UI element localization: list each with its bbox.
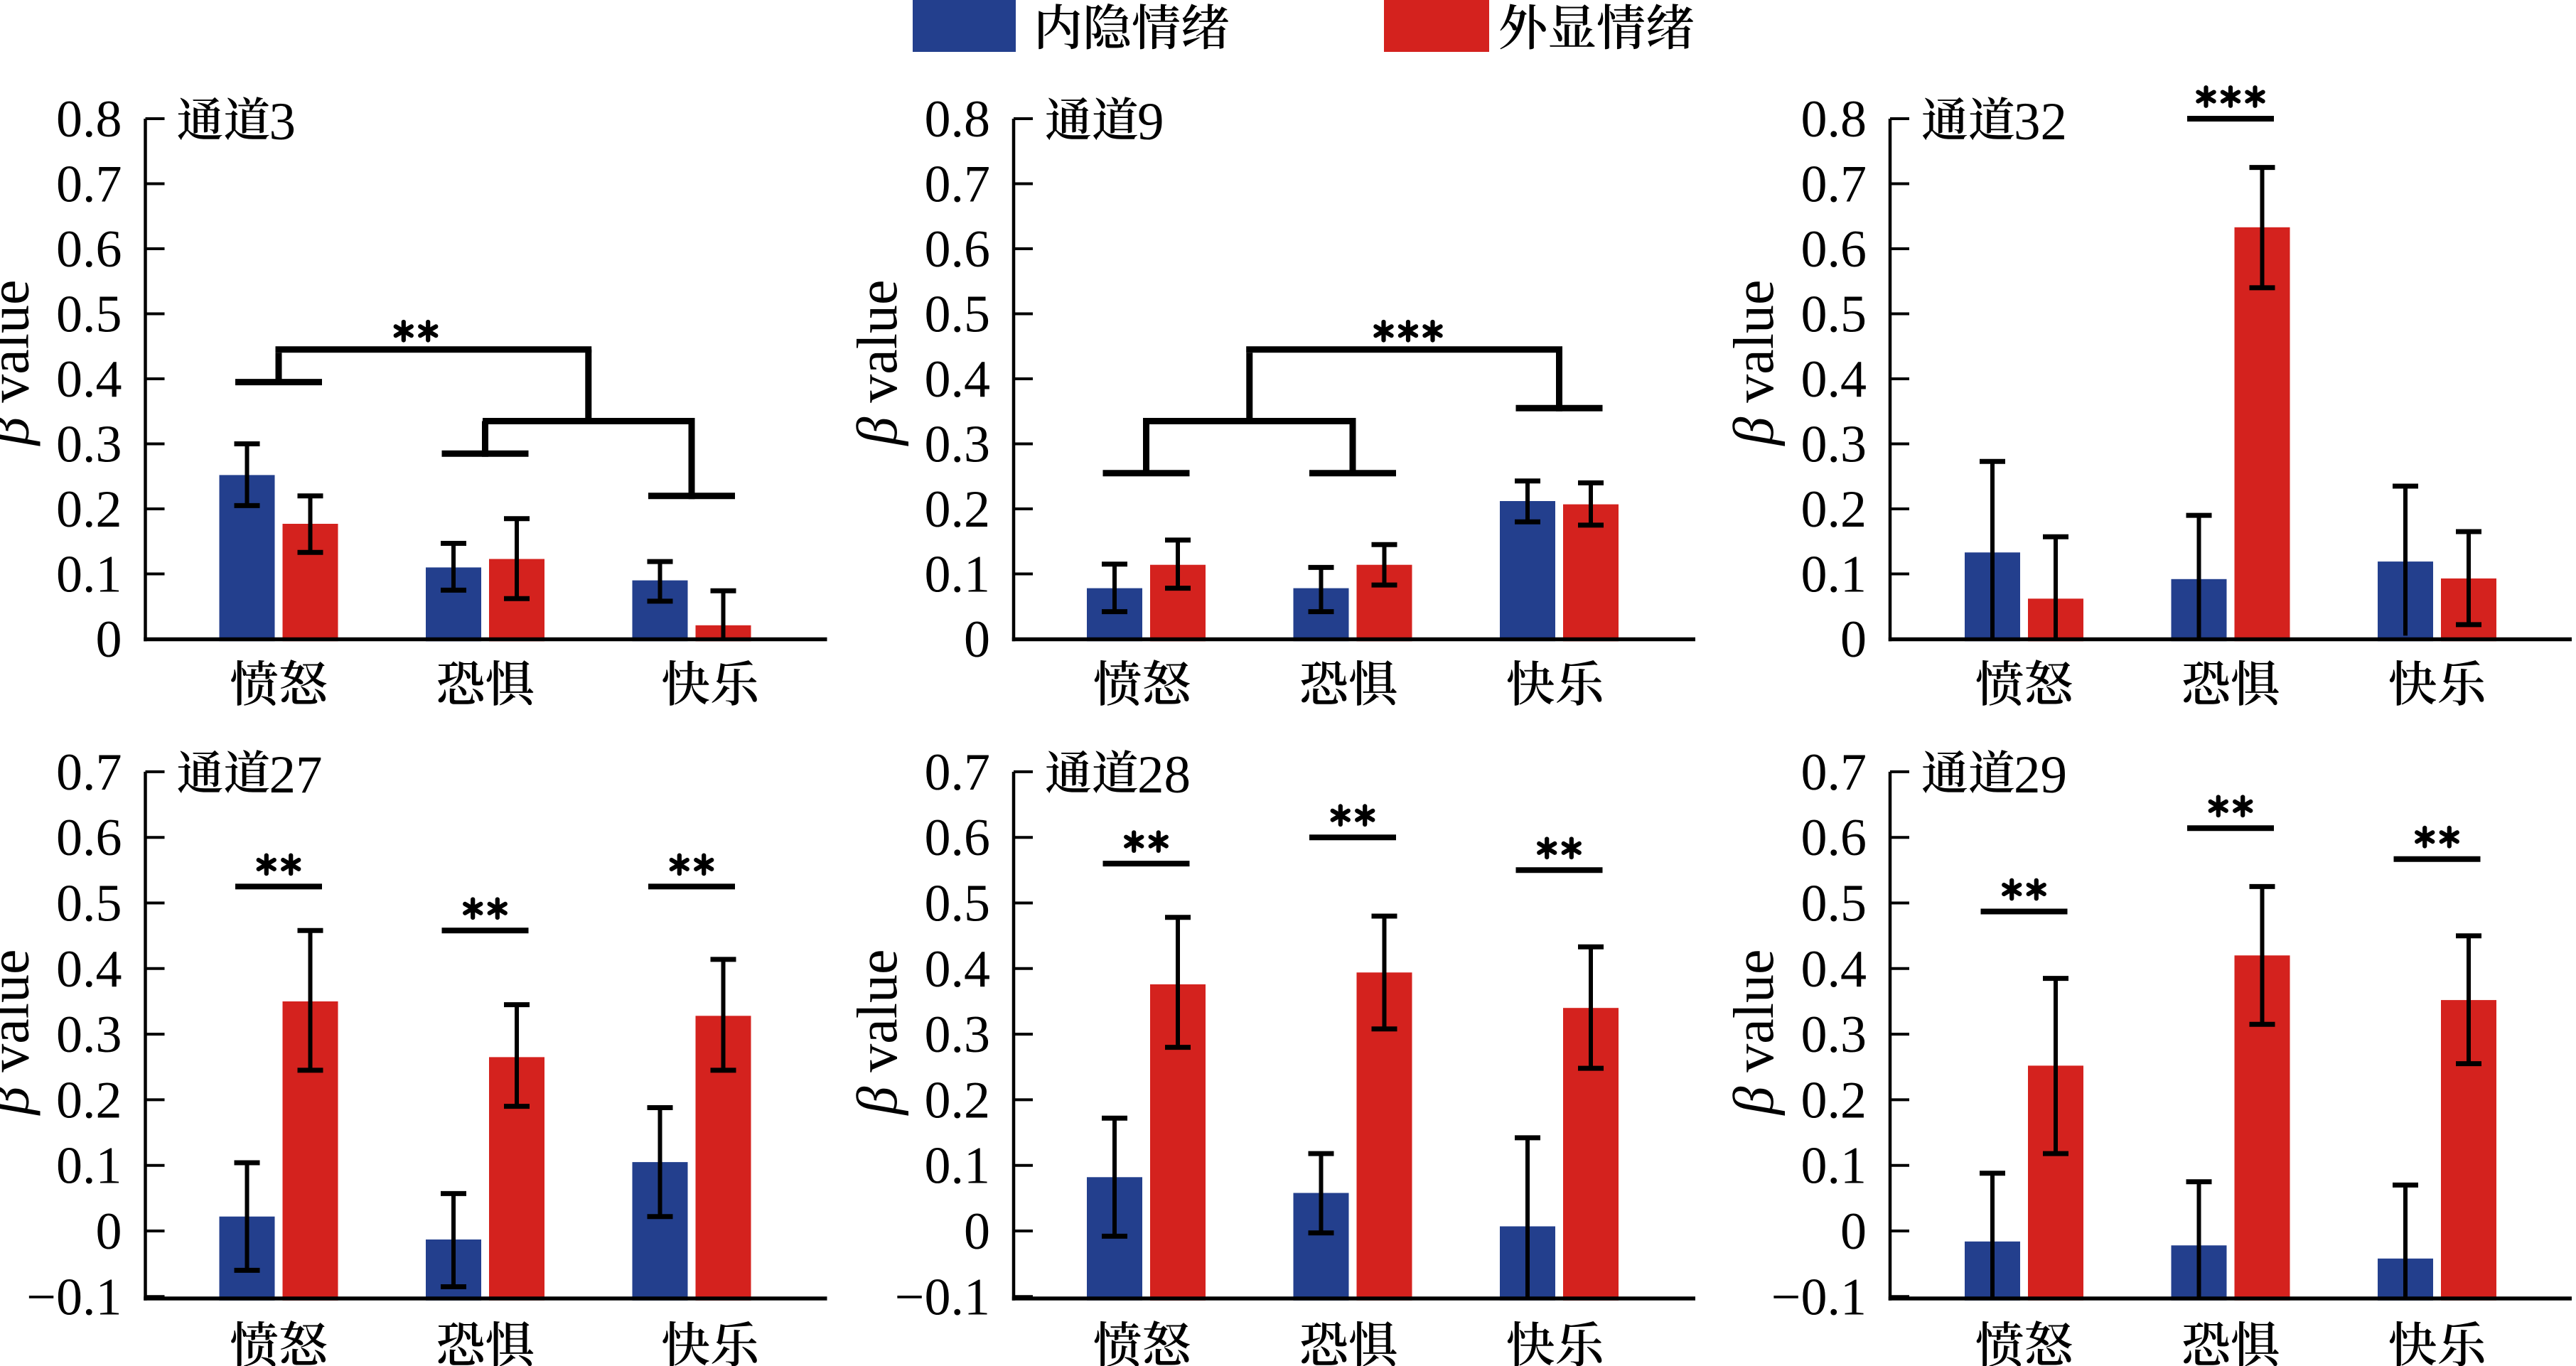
svg-text:0.6: 0.6 <box>1801 809 1867 867</box>
svg-text:0.8: 0.8 <box>56 90 122 149</box>
svg-text:27: 27 <box>269 746 323 805</box>
svg-text:0.3: 0.3 <box>1801 1006 1867 1064</box>
svg-text:0.2: 0.2 <box>925 1071 991 1129</box>
svg-text:0.7: 0.7 <box>925 156 991 214</box>
svg-text:β value: β value <box>0 949 41 1116</box>
svg-text:0.4: 0.4 <box>1801 350 1867 409</box>
svg-text:0.1: 0.1 <box>1801 1137 1867 1195</box>
svg-text:0.5: 0.5 <box>1801 875 1867 933</box>
svg-text:0.7: 0.7 <box>1801 156 1867 214</box>
svg-text:0: 0 <box>1840 611 1867 669</box>
svg-text:0.6: 0.6 <box>925 220 991 279</box>
svg-text:0.6: 0.6 <box>925 809 991 867</box>
svg-text:0.2: 0.2 <box>56 1071 122 1129</box>
svg-text:0.3: 0.3 <box>1801 416 1867 474</box>
svg-text:0.8: 0.8 <box>925 90 991 149</box>
svg-text:0.5: 0.5 <box>925 286 991 344</box>
svg-text:0.2: 0.2 <box>56 480 122 539</box>
svg-text:3: 3 <box>269 92 296 151</box>
svg-text:0: 0 <box>96 611 122 669</box>
svg-text:0.3: 0.3 <box>925 1006 991 1064</box>
svg-text:0.6: 0.6 <box>56 809 122 867</box>
svg-text:0.5: 0.5 <box>56 875 122 933</box>
svg-text:0: 0 <box>964 611 990 669</box>
svg-text:0: 0 <box>964 1203 990 1261</box>
svg-text:0.4: 0.4 <box>925 940 991 999</box>
svg-text:0.3: 0.3 <box>56 416 122 474</box>
svg-text:0.3: 0.3 <box>925 416 991 474</box>
svg-text:0.4: 0.4 <box>56 940 122 999</box>
svg-text:0.5: 0.5 <box>1801 286 1867 344</box>
svg-text:0.2: 0.2 <box>925 480 991 539</box>
svg-text:−0.1: −0.1 <box>1771 1268 1867 1326</box>
svg-text:0.8: 0.8 <box>1801 90 1867 149</box>
svg-text:0.7: 0.7 <box>56 156 122 214</box>
svg-text:β value: β value <box>847 279 909 446</box>
svg-text:28: 28 <box>1137 746 1191 805</box>
svg-text:0.7: 0.7 <box>56 743 122 802</box>
svg-text:β value: β value <box>1723 949 1786 1116</box>
svg-text:29: 29 <box>2014 746 2067 805</box>
svg-text:0.7: 0.7 <box>1801 743 1867 802</box>
svg-text:β value: β value <box>1723 279 1786 446</box>
svg-text:0.6: 0.6 <box>1801 220 1867 279</box>
svg-text:0.2: 0.2 <box>1801 1071 1867 1129</box>
svg-text:0.7: 0.7 <box>925 743 991 802</box>
svg-text:0.3: 0.3 <box>56 1006 122 1064</box>
svg-text:β value: β value <box>0 279 41 446</box>
svg-text:0.1: 0.1 <box>56 1137 122 1195</box>
svg-text:0.1: 0.1 <box>1801 546 1867 604</box>
svg-text:0.5: 0.5 <box>56 286 122 344</box>
svg-text:β value: β value <box>847 949 909 1116</box>
svg-text:0.1: 0.1 <box>925 1137 991 1195</box>
svg-text:0.5: 0.5 <box>925 875 991 933</box>
svg-text:−0.1: −0.1 <box>26 1268 122 1326</box>
svg-text:0.1: 0.1 <box>925 546 991 604</box>
svg-text:0: 0 <box>1840 1203 1867 1261</box>
svg-text:0: 0 <box>96 1203 122 1261</box>
svg-text:0.6: 0.6 <box>56 220 122 279</box>
svg-text:0.1: 0.1 <box>56 546 122 604</box>
svg-text:0.4: 0.4 <box>56 350 122 409</box>
svg-text:32: 32 <box>2014 92 2067 151</box>
svg-text:0.4: 0.4 <box>1801 940 1867 999</box>
svg-text:9: 9 <box>1137 92 1164 151</box>
svg-text:0.2: 0.2 <box>1801 480 1867 539</box>
svg-text:−0.1: −0.1 <box>895 1268 990 1326</box>
svg-text:0.4: 0.4 <box>925 350 991 409</box>
